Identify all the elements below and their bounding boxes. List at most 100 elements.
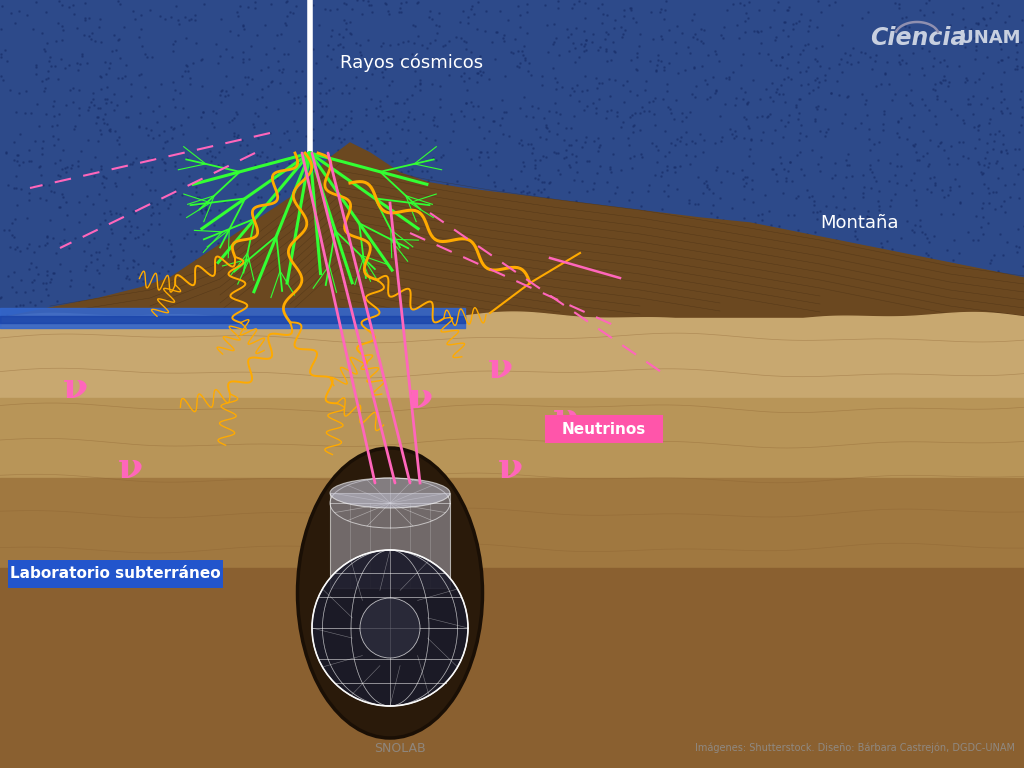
Point — [512, 9, 528, 22]
Point — [948, 109, 965, 121]
Point — [407, 246, 423, 258]
Point — [374, 104, 390, 117]
Point — [40, 326, 56, 338]
Point — [85, 281, 101, 293]
Point — [968, 17, 984, 29]
Point — [529, 102, 546, 114]
Point — [217, 43, 233, 55]
Point — [87, 246, 103, 258]
Point — [516, 161, 532, 173]
Point — [658, 161, 675, 173]
Point — [269, 160, 286, 172]
Point — [323, 267, 339, 280]
Point — [318, 50, 335, 62]
Point — [89, 324, 105, 336]
Point — [85, 87, 101, 99]
Point — [343, 112, 359, 124]
Point — [95, 118, 112, 130]
Point — [999, 51, 1016, 63]
Point — [255, 298, 271, 310]
Point — [884, 329, 900, 341]
Point — [645, 94, 662, 107]
Point — [962, 266, 978, 278]
Point — [834, 19, 850, 31]
Point — [318, 100, 335, 112]
Point — [550, 198, 566, 210]
Point — [577, 236, 593, 248]
Point — [639, 281, 655, 293]
Point — [390, 174, 407, 186]
Point — [753, 25, 769, 37]
Point — [769, 271, 785, 283]
Point — [629, 267, 645, 280]
Point — [781, 156, 798, 168]
Point — [659, 178, 676, 190]
Point — [951, 247, 968, 259]
Point — [326, 116, 342, 128]
Point — [1013, 290, 1024, 303]
Point — [311, 333, 328, 346]
Point — [981, 117, 997, 129]
Point — [81, 289, 97, 301]
Point — [413, 77, 429, 89]
Point — [707, 45, 723, 57]
Point — [71, 296, 87, 308]
Point — [316, 250, 333, 262]
Text: SNOLAB: SNOLAB — [374, 741, 426, 754]
Point — [272, 78, 289, 90]
Point — [339, 150, 355, 162]
Point — [737, 6, 754, 18]
Point — [873, 237, 890, 250]
Point — [52, 324, 69, 336]
Point — [231, 307, 248, 319]
Point — [503, 46, 519, 58]
Point — [984, 185, 1000, 197]
Point — [973, 306, 989, 318]
Point — [31, 308, 47, 320]
Point — [476, 25, 493, 37]
Point — [378, 184, 394, 197]
Point — [791, 15, 807, 28]
Point — [918, 228, 934, 240]
Point — [416, 154, 432, 167]
Point — [683, 14, 699, 26]
Point — [48, 247, 65, 259]
Point — [993, 320, 1010, 333]
Point — [51, 200, 68, 213]
Point — [78, 316, 94, 329]
Point — [245, 118, 261, 130]
Point — [305, 0, 322, 11]
Point — [125, 204, 141, 217]
Point — [286, 195, 302, 207]
Point — [361, 313, 378, 325]
Point — [275, 48, 292, 60]
Point — [121, 171, 137, 184]
Point — [971, 157, 987, 170]
Point — [424, 189, 440, 201]
Point — [650, 48, 667, 61]
Point — [671, 235, 687, 247]
Point — [463, 152, 479, 164]
Point — [81, 313, 97, 326]
Point — [812, 205, 828, 217]
Point — [728, 130, 744, 142]
Point — [31, 240, 47, 252]
Point — [909, 32, 926, 45]
Point — [898, 89, 914, 101]
Point — [456, 213, 472, 225]
Point — [308, 56, 325, 68]
Point — [887, 188, 903, 200]
Point — [67, 232, 83, 244]
Point — [965, 233, 981, 246]
Point — [990, 265, 1007, 277]
Point — [227, 106, 244, 118]
Point — [722, 259, 738, 271]
Point — [499, 221, 515, 233]
Point — [99, 93, 116, 105]
Point — [1013, 36, 1024, 48]
Point — [667, 139, 683, 151]
Point — [712, 331, 728, 343]
Text: Neutrinos: Neutrinos — [562, 422, 646, 436]
Point — [666, 233, 682, 246]
Point — [774, 260, 791, 273]
